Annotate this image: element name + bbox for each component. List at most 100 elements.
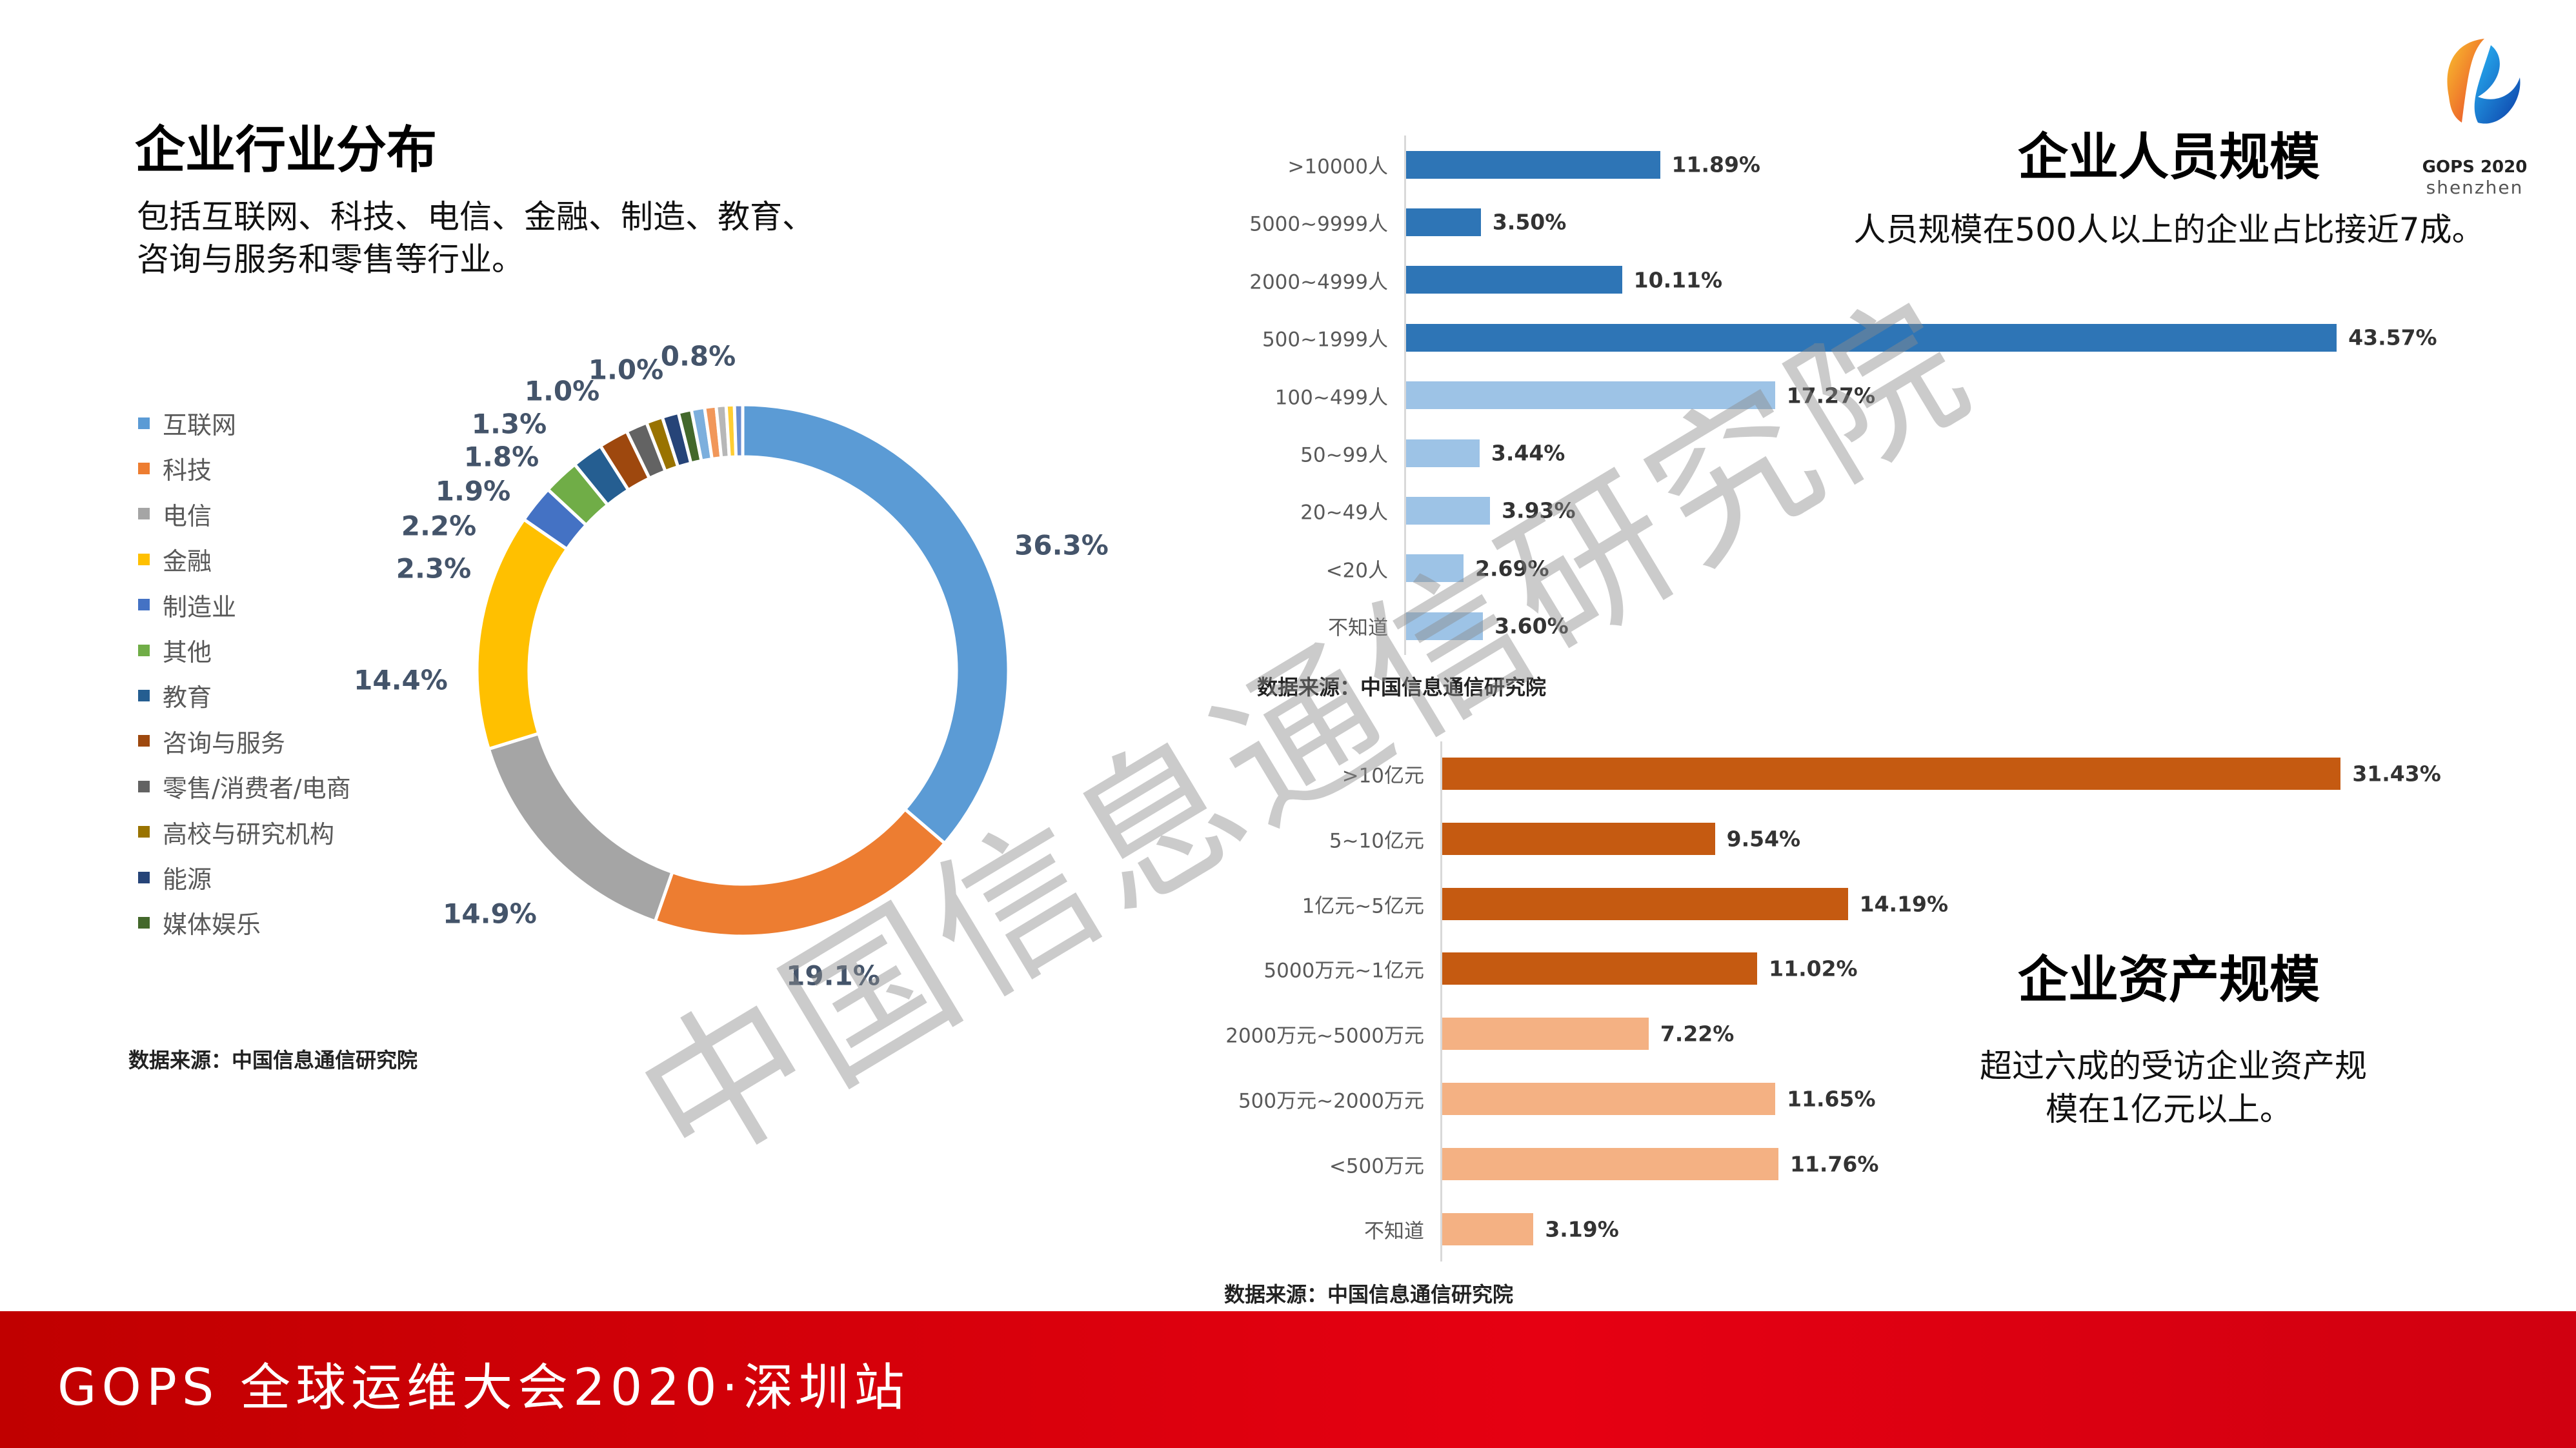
industry-source: 数据来源：中国信息通信研究院 — [128, 1048, 418, 1072]
donut-data-label: 1.0% — [524, 375, 600, 407]
assets-value-label: 11.65% — [1787, 1086, 1876, 1112]
legend-item: 其他 — [138, 632, 212, 668]
legend-item: 制造业 — [138, 587, 236, 623]
legend-label: 金融 — [163, 547, 212, 576]
donut-slice-电信 — [487, 731, 675, 924]
legend-swatch — [138, 871, 150, 883]
assets-bar — [1442, 1212, 1534, 1245]
assets-value-label: 14.19% — [1859, 891, 1949, 917]
people-bar — [1406, 208, 1481, 236]
people-value-label: 3.44% — [1491, 440, 1565, 466]
donut-data-label: 19.1% — [786, 960, 880, 992]
assets-bar — [1442, 1147, 1778, 1180]
assets-bar — [1442, 1083, 1776, 1115]
people-bar — [1406, 150, 1660, 179]
people-category-label: 5000~9999人 — [1249, 212, 1388, 236]
people-source: 数据来源：中国信息通信研究院 — [1257, 675, 1547, 699]
legend-label: 能源 — [163, 865, 212, 894]
legend-item: 互联网 — [138, 405, 236, 441]
donut-data-label: 1.9% — [435, 475, 511, 507]
donut-data-label: 1.8% — [463, 441, 539, 473]
logo-text-city: shenzhen — [2426, 177, 2524, 198]
people-category-label: 100~499人 — [1274, 386, 1388, 410]
assets-subtitle-line-1: 超过六成的受访企业资产规 — [1980, 1047, 2367, 1085]
footer-title: GOPS 全球运维大会2020·深圳站 — [57, 1359, 910, 1417]
legend-item: 咨询与服务 — [138, 723, 285, 759]
logo-text-gops: GOPS 2020 — [2422, 157, 2528, 177]
legend-item: 能源 — [138, 860, 212, 895]
legend-swatch — [138, 916, 150, 929]
people-value-label: 11.89% — [1671, 152, 1760, 177]
people-category-label: <20人 — [1325, 559, 1388, 583]
assets-bar — [1442, 952, 1758, 985]
people-value-label: 3.50% — [1492, 209, 1567, 235]
donut-slice-互联网 — [741, 403, 1011, 846]
legend-label: 科技 — [163, 456, 212, 485]
people-value-label: 3.93% — [1502, 498, 1576, 523]
people-bar — [1406, 554, 1464, 583]
assets-bar — [1442, 887, 1848, 920]
donut-data-label: 1.3% — [471, 408, 547, 440]
donut-data-label: 36.3% — [1014, 529, 1109, 561]
legend-swatch — [138, 508, 150, 520]
legend-label: 零售/消费者/电商 — [163, 774, 351, 803]
footer-band — [0, 1311, 2576, 1448]
people-title: 企业人员规模 — [2017, 128, 2320, 186]
donut-slice-金融 — [475, 517, 570, 751]
legend-swatch — [138, 644, 150, 656]
assets-value-label: 9.54% — [1726, 826, 1801, 852]
assets-bar — [1442, 1018, 1649, 1051]
people-bar — [1406, 496, 1491, 525]
assets-value-label: 11.76% — [1789, 1151, 1879, 1177]
donut-data-label: 14.9% — [443, 898, 537, 930]
legend-item: 媒体娱乐 — [138, 905, 261, 940]
people-category-label: 2000~4999人 — [1249, 270, 1388, 294]
legend-label: 互联网 — [163, 411, 237, 439]
legend-item: 高校与研究机构 — [138, 814, 334, 850]
legend-label: 高校与研究机构 — [163, 820, 335, 849]
people-value-label: 3.60% — [1494, 613, 1569, 639]
legend-item: 科技 — [138, 450, 212, 486]
assets-value-label: 31.43% — [2352, 761, 2441, 787]
assets-value-label: 7.22% — [1660, 1021, 1735, 1047]
legend-label: 咨询与服务 — [163, 729, 286, 758]
assets-category-label: 500万元~2000万元 — [1238, 1089, 1424, 1113]
donut-data-label: 2.3% — [396, 552, 472, 585]
people-category-label: 500~1999人 — [1262, 328, 1388, 352]
donut-data-label: 1.0% — [588, 354, 664, 386]
donut-slice-minor — [732, 403, 745, 459]
legend-label: 制造业 — [163, 592, 237, 621]
donut-data-label: 14.4% — [354, 664, 448, 696]
assets-source: 数据来源：中国信息通信研究院 — [1224, 1282, 1514, 1307]
assets-value-label: 3.19% — [1545, 1216, 1619, 1242]
people-category-label: >10000人 — [1287, 155, 1388, 179]
industry-subtitle-line-2: 咨询与服务和零售等行业。 — [137, 241, 524, 278]
legend-item: 金融 — [138, 541, 212, 577]
people-axis — [1404, 136, 1406, 655]
donut-data-label: 0.8% — [660, 340, 736, 372]
assets-axis — [1440, 741, 1442, 1262]
people-value-label: 17.27% — [1786, 383, 1876, 408]
legend-item: 零售/消费者/电商 — [138, 769, 351, 804]
people-subtitle: 人员规模在500人以上的企业占比接近7成。 — [1853, 211, 2484, 248]
assets-value-label: 11.02% — [1769, 956, 1858, 981]
people-bar — [1406, 266, 1622, 294]
legend-label: 教育 — [163, 683, 212, 712]
industry-subtitle-line-1: 包括互联网、科技、电信、金融、制造、教育、 — [137, 198, 814, 236]
assets-category-label: 不知道 — [1364, 1220, 1424, 1243]
people-bar — [1406, 323, 2337, 352]
assets-category-label: >10亿元 — [1342, 764, 1424, 788]
legend-swatch — [138, 689, 150, 701]
assets-title: 企业资产规模 — [2017, 951, 2320, 1009]
people-value-label: 2.69% — [1475, 556, 1549, 581]
legend-label: 电信 — [163, 501, 212, 530]
donut-data-label: 2.2% — [401, 510, 477, 542]
assets-category-label: 5~10亿元 — [1329, 829, 1424, 853]
assets-category-label: 2000万元~5000万元 — [1225, 1024, 1424, 1048]
assets-bar — [1442, 758, 2341, 790]
industry-title: 企业行业分布 — [135, 121, 438, 179]
legend-swatch — [138, 780, 150, 792]
people-category-label: 不知道 — [1328, 616, 1388, 640]
assets-bar — [1442, 822, 1715, 855]
